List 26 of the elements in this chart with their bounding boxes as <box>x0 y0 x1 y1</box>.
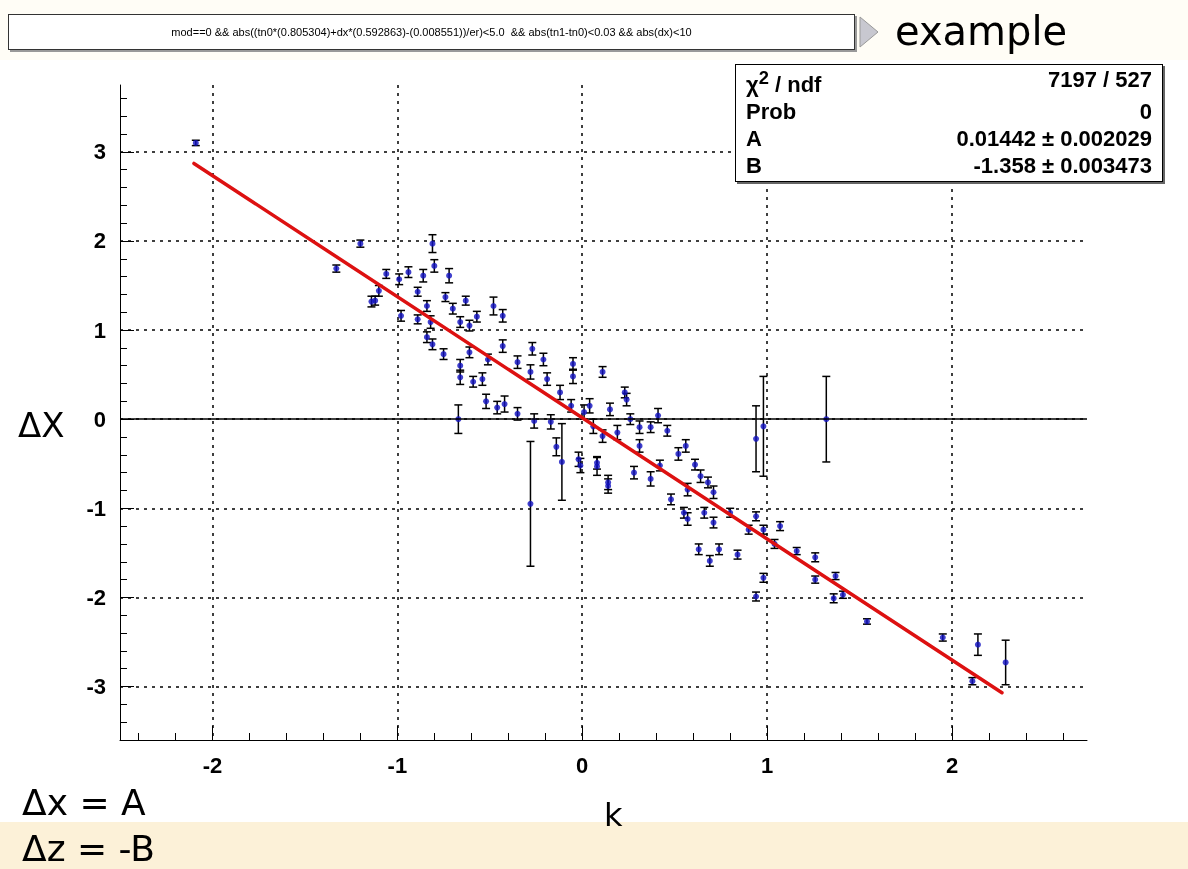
x-tick-label: -2 <box>202 752 223 778</box>
x-tick-label: 2 <box>945 752 959 778</box>
y-tick-label: -2 <box>86 584 106 610</box>
annotation: 0.01442 ± 0.002029 <box>955 126 1152 153</box>
annotation: χ$^{2}$ / ndf <box>746 67 823 99</box>
y-tick-label: -3 <box>86 674 106 700</box>
text: 0 <box>1138 99 1152 126</box>
text: example <box>895 8 1068 54</box>
text: Δx = A <box>22 782 146 823</box>
y-tick-label: 1 <box>93 317 106 343</box>
y-tick-label: 3 <box>93 139 106 165</box>
x-tick-label: 1 <box>761 752 774 778</box>
annotation: Prob <box>746 99 798 126</box>
y-tick-label: 0 <box>93 406 106 432</box>
annotation: 7197 / 527 <box>1047 67 1152 94</box>
annotation: -1.358 ± 0.003473 <box>972 153 1152 180</box>
x-tick-label: -1 <box>387 752 408 778</box>
annotation: A <box>746 126 763 153</box>
text: Δz = -B <box>22 828 155 869</box>
y-axis-title: ΔX <box>18 405 65 445</box>
y-tick-label: -1 <box>86 495 106 521</box>
x-axis-title: k <box>604 796 623 834</box>
x-tick-label: 0 <box>576 752 589 778</box>
annotation: B <box>746 153 763 180</box>
y-tick-label: 2 <box>93 228 106 254</box>
chart-title: mod==0 && abs((tn0*(0.805304)+dx*(0.592863)-(0.008551))/er)<5.0 && abs(tn1-tn0)<0.03 && abs(dx)<10 <box>8 14 855 50</box>
